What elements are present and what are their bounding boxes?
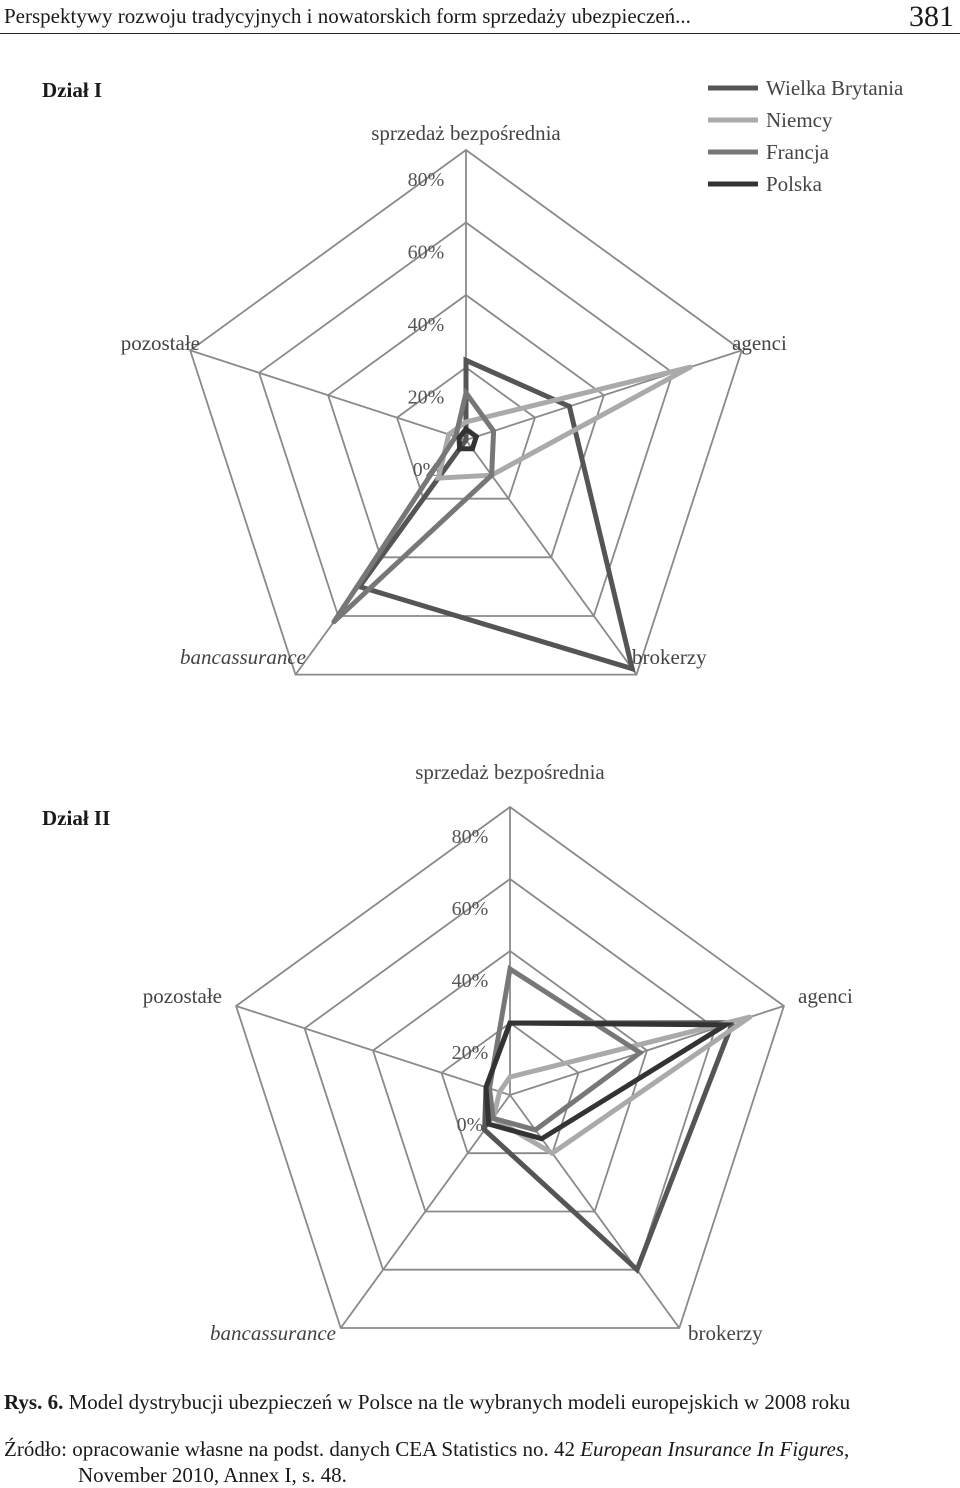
data-point-francja-brokerzy [489,472,495,478]
data-point-francja-brokerzy [532,1127,538,1133]
data-point-wielka-brytania-brokerzy [634,1267,640,1273]
grid-ring-4 [235,805,785,1329]
tick-label: 60% [408,242,445,264]
data-point-niemcy-pozostale [497,1089,503,1095]
tick-label: 20% [452,1042,489,1064]
data-point-wielka-brytania-brokerzy [629,666,635,672]
spoke-agenci [465,349,743,441]
header-rule [0,33,960,34]
radar-chart-dzial-1: 0%20%40%60%80%sprzedaż bezpośredniaagenc… [42,76,904,676]
tick-label: 40% [452,970,489,992]
source-note: Źródło: opracowanie własne na podst. dan… [4,1436,956,1488]
data-point-niemcy-pozostale [446,431,452,437]
source-prefix: Źródło: opracowanie własne na podst. dan… [4,1437,581,1461]
data-point-polska-brokerzy [469,446,475,452]
axis-label-pozostale: pozostałe [121,331,200,355]
data-point-polska-brokerzy [539,1136,545,1142]
data-point-niemcy-sprzedaz-bezposrednia [507,1074,513,1080]
tick-label: 20% [408,387,445,409]
section-label: Dział II [42,806,110,830]
tick-label: 0% [457,1114,484,1136]
data-point-niemcy-agenci [687,364,693,370]
grid-ring-3 [303,877,717,1271]
axis-label-pozostale: pozostałe [143,984,222,1008]
axis-label-bancassurance: bancassurance [180,645,306,669]
axis-label-bancassurance: bancassurance [210,1321,336,1345]
radar-chart-dzial-2: 0% 20% 40% 60% 80% sprzedaż bezpośrednia agenc… [42,760,853,1345]
spoke-pozostale [235,1005,511,1096]
section-label: Dział I [42,78,102,102]
data-point-niemcy-sprzedaz-bezposrednia [463,419,469,425]
spoke-brokerzy [509,1094,681,1329]
data-point-francja-bancassurance [331,619,337,625]
axis-label-sprzedaz-bezposrednia: sprzedaż bezpośrednia [371,121,561,145]
data-point-wielka-brytania-agenci [566,403,572,409]
grid-ring-3 [258,221,674,617]
legend-label-polska: Polska [766,172,823,196]
series-line-niemcy [435,364,692,481]
data-point-polska-bancassurance [457,446,463,452]
source-title: European Insurance In Figures [580,1437,845,1461]
axis-label-brokerzy: brokerzy [688,1321,763,1345]
data-point-francja-agenci [491,428,497,434]
axis-label-brokerzy: brokerzy [632,645,707,669]
legend-label-francja: Francja [766,140,830,164]
grid-ring-2 [327,293,605,559]
source-suffix: , [844,1437,850,1461]
data-point-polska-agenci [723,1022,729,1028]
data-point-niemcy-brokerzy [549,1150,555,1156]
data-point-polska-pozostale [456,435,462,441]
series-line-polska [483,1020,735,1142]
data-point-wielka-brytania-sprzedaz-bezposrednia [463,357,469,363]
page-number: 381 [909,0,954,33]
data-point-francja-sprzedaz-bezposrednia [507,966,513,972]
spoke-brokerzy [465,439,638,676]
caption-label: Rys. 6. [4,1390,64,1414]
tick-label: 80% [452,826,489,848]
axis-label-agenci: agenci [798,984,853,1008]
spoke-bancassurance [339,1094,511,1329]
grid-ring-2 [371,949,649,1213]
data-point-francja-sprzedaz-bezposrednia [463,390,469,396]
data-point-niemcy-bancassurance [435,475,441,481]
tick-label: 40% [408,314,445,336]
series-line-niemcy [490,1014,752,1157]
data-point-wielka-brytania-bancassurance [482,1127,488,1133]
source-line-2: November 2010, Annex I, s. 48. [78,1463,347,1487]
data-point-polska-agenci [473,434,479,440]
data-point-polska-sprzedaz-bezposrednia [507,1020,513,1026]
data-point-wielka-brytania-pozostale [463,437,469,443]
data-point-francja-agenci [637,1050,643,1056]
legend-label-wielka-brytania: Wielka Brytania [766,76,904,100]
data-point-francja-bancassurance [490,1115,496,1121]
running-title: Perspektywy rozwoju tradycyjnych i nowat… [4,4,691,28]
tick-label: 60% [452,898,489,920]
data-point-polska-pozostale [483,1084,489,1090]
running-header: Perspektywy rozwoju tradycyjnych i nowat… [0,0,960,36]
data-point-niemcy-agenci [747,1014,753,1020]
axis-label-sprzedaz-bezposrednia: sprzedaż bezpośrednia [415,760,605,784]
legend-label-niemcy: Niemcy [766,108,833,132]
series-line-francja [331,387,497,624]
caption-text: Model dystrybucji ubezpieczeń w Polsce n… [63,1390,851,1414]
series-line-wielka-brytania [482,1020,737,1275]
data-point-polska-bancassurance [486,1121,492,1127]
series-line-wielka-brytania [355,356,636,673]
spoke-pozostale [189,349,467,441]
figure-caption: Rys. 6. Model dystrybucji ubezpieczeń w … [4,1390,850,1415]
axis-label-agenci: agenci [732,331,787,355]
tick-label: 80% [408,169,445,191]
grid-ring-4 [189,148,743,676]
data-point-polska-sprzedaz-bezposrednia [463,426,469,432]
